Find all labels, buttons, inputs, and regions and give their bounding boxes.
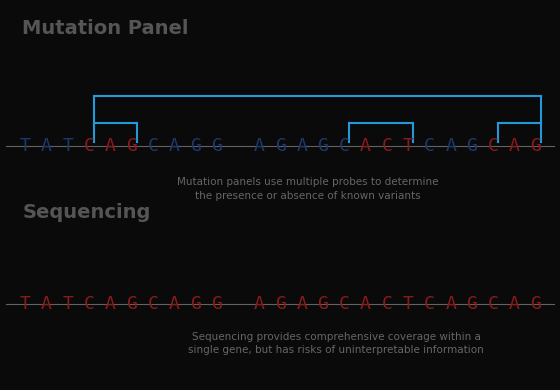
Text: G: G [318, 295, 328, 313]
Text: G: G [530, 137, 541, 155]
Text: C: C [83, 137, 94, 155]
Text: T: T [403, 137, 413, 155]
Text: A: A [41, 295, 52, 313]
Text: G: G [275, 295, 286, 313]
Text: G: G [211, 137, 222, 155]
Text: C: C [488, 295, 498, 313]
Text: A: A [445, 295, 456, 313]
Text: G: G [126, 295, 137, 313]
Text: A: A [509, 295, 520, 313]
Text: A: A [254, 295, 264, 313]
Text: C: C [147, 137, 158, 155]
Text: Sequencing provides comprehensive coverage within a
single gene, but has risks o: Sequencing provides comprehensive covera… [188, 332, 484, 355]
Text: A: A [296, 295, 307, 313]
Text: Sequencing: Sequencing [22, 203, 151, 222]
Text: A: A [169, 295, 179, 313]
Text: G: G [190, 295, 200, 313]
Text: Mutation panels use multiple probes to determine
the presence or absence of know: Mutation panels use multiple probes to d… [178, 177, 438, 200]
Text: T: T [403, 295, 413, 313]
Text: C: C [381, 295, 392, 313]
Text: G: G [466, 295, 477, 313]
Text: C: C [339, 137, 349, 155]
Text: C: C [147, 295, 158, 313]
Text: A: A [360, 137, 371, 155]
Text: G: G [275, 137, 286, 155]
Text: G: G [190, 137, 200, 155]
Text: C: C [339, 295, 349, 313]
Text: C: C [381, 137, 392, 155]
Text: A: A [296, 137, 307, 155]
Text: T: T [62, 137, 73, 155]
Text: G: G [530, 295, 541, 313]
Text: A: A [445, 137, 456, 155]
Text: A: A [509, 137, 520, 155]
Text: A: A [169, 137, 179, 155]
Text: C: C [488, 137, 498, 155]
Text: C: C [424, 137, 435, 155]
Text: G: G [466, 137, 477, 155]
Text: A: A [105, 137, 115, 155]
Text: G: G [126, 137, 137, 155]
Text: G: G [318, 137, 328, 155]
Text: A: A [254, 137, 264, 155]
Text: Mutation Panel: Mutation Panel [22, 20, 189, 39]
Text: A: A [105, 295, 115, 313]
Text: G: G [211, 295, 222, 313]
Text: A: A [41, 137, 52, 155]
Text: A: A [360, 295, 371, 313]
Text: T: T [20, 137, 30, 155]
Text: T: T [62, 295, 73, 313]
Text: C: C [424, 295, 435, 313]
Text: C: C [83, 295, 94, 313]
Text: T: T [20, 295, 30, 313]
